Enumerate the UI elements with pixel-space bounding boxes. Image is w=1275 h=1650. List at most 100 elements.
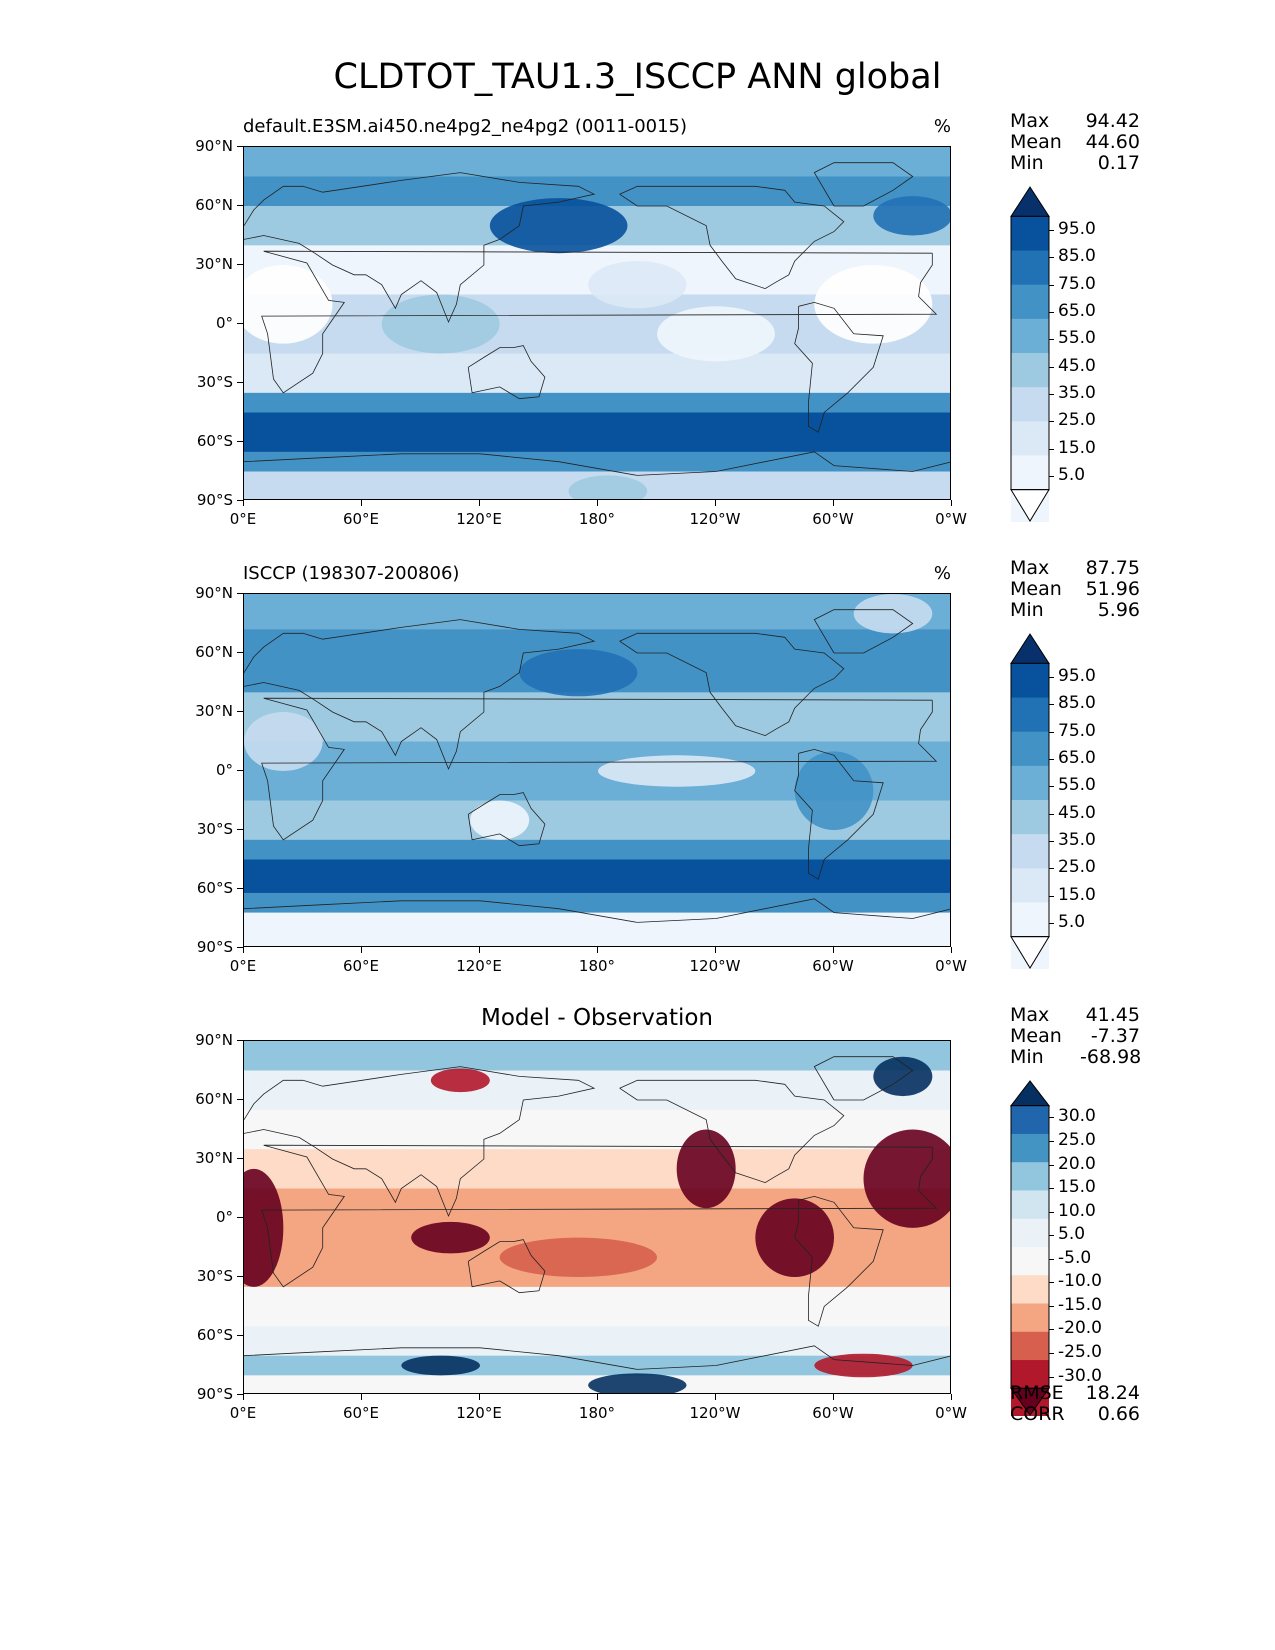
contour-blob xyxy=(489,198,628,254)
x-tick-mark xyxy=(243,500,244,506)
coastlines xyxy=(244,162,950,476)
stat-row: Min -68.98 xyxy=(1010,1046,1142,1068)
contour-band xyxy=(244,1326,950,1357)
x-tick-label: 120°E xyxy=(456,510,502,528)
y-tick-label: 60°N xyxy=(195,643,233,661)
colorbar-frame xyxy=(1010,662,1050,938)
y-tick-label: 90°S xyxy=(196,1385,233,1403)
colorbar-tick-mark xyxy=(1049,393,1054,395)
coastline xyxy=(619,185,845,290)
stat-label: Mean xyxy=(1010,578,1062,600)
colorbar-segment xyxy=(1011,318,1049,354)
contour-band xyxy=(244,1109,950,1150)
y-tick-mark xyxy=(237,1158,243,1159)
coastline xyxy=(244,451,950,476)
contour-blob xyxy=(470,800,530,840)
x-tick-mark xyxy=(951,1394,952,1400)
contour-blob xyxy=(863,1129,950,1228)
contour-band xyxy=(244,1041,950,1071)
x-tick-label: 60°W xyxy=(812,1404,854,1422)
colorbar-tick-mark xyxy=(1049,1376,1054,1378)
contour-band xyxy=(244,1070,950,1111)
x-tick-mark xyxy=(597,947,598,953)
contour-band xyxy=(244,594,950,630)
x-tick-label: 120°E xyxy=(456,957,502,975)
x-tick-mark xyxy=(833,500,834,506)
contour-map xyxy=(244,147,950,499)
contour-band xyxy=(244,839,950,860)
colorbar-tick-label: 25.0 xyxy=(1058,1130,1096,1151)
colorbar-extend-max xyxy=(1010,186,1050,217)
stat-row: Min 5.96 xyxy=(1010,599,1140,621)
colorbar-tick-mark xyxy=(1049,1329,1054,1331)
x-tick-mark xyxy=(951,500,952,506)
colorbar-segment xyxy=(1011,1190,1049,1220)
stat-row: Mean 51.96 xyxy=(1010,578,1140,600)
colorbar-tick-label: 35.0 xyxy=(1058,829,1096,850)
y-tick-label: 90°N xyxy=(195,584,233,602)
colorbar-segment xyxy=(1011,902,1049,938)
y-tick-mark xyxy=(237,146,243,147)
colorbar-tick-mark xyxy=(1049,840,1054,842)
y-tick-mark xyxy=(237,323,243,324)
contour-blob xyxy=(244,265,333,344)
x-tick-mark xyxy=(951,947,952,953)
contour-band xyxy=(244,176,950,207)
colorbar-tick-label: -25.0 xyxy=(1058,1341,1102,1362)
y-tick-label: 30°N xyxy=(195,255,233,273)
contour-blob xyxy=(588,261,687,309)
y-tick-label: 0° xyxy=(215,761,233,779)
colorbar-tick-label: 5.0 xyxy=(1058,911,1086,932)
coastline xyxy=(261,1144,938,1288)
colorbar-tick-mark xyxy=(1049,1141,1054,1143)
colorbar-extend-max xyxy=(1010,633,1050,664)
contour-blob xyxy=(873,196,950,236)
colorbar-segment xyxy=(1011,284,1049,320)
stat-label: Min xyxy=(1010,599,1044,621)
colorbar-tick-label: 5.0 xyxy=(1058,464,1086,485)
colorbar-tick-label: 95.0 xyxy=(1058,666,1096,687)
y-tick-mark xyxy=(237,500,243,501)
colorbar-tick-mark xyxy=(1049,1282,1054,1284)
stat-row: Max 87.75 xyxy=(1010,557,1140,579)
colorbar-tick-mark xyxy=(1049,1235,1054,1237)
colorbar-tick-label: 25.0 xyxy=(1058,410,1096,431)
y-tick-label: 90°N xyxy=(195,1031,233,1049)
y-tick-label: 30°N xyxy=(195,1149,233,1167)
y-tick-label: 30°N xyxy=(195,702,233,720)
panel-left-title: ISCCP (198307-200806) xyxy=(243,563,460,584)
stat-label: Mean xyxy=(1010,1025,1062,1047)
coastline xyxy=(619,1079,845,1184)
colorbar-tick-label: 15.0 xyxy=(1058,437,1096,458)
x-tick-mark xyxy=(597,500,598,506)
coastlines xyxy=(244,609,950,923)
coastline xyxy=(244,619,596,771)
contour-band xyxy=(244,451,950,472)
colorbar-tick-label: 75.0 xyxy=(1058,273,1096,294)
colorbar-tick-mark xyxy=(1049,1117,1054,1119)
stat-row: Min 0.17 xyxy=(1010,152,1140,174)
contour-band xyxy=(244,147,950,177)
map-panel xyxy=(243,146,951,500)
colorbar-tick-label: 35.0 xyxy=(1058,382,1096,403)
coastline xyxy=(244,1345,950,1370)
x-tick-label: 0°E xyxy=(229,510,257,528)
stat-value: -68.98 xyxy=(1080,1046,1142,1068)
colorbar-tick-label: 10.0 xyxy=(1058,1200,1096,1221)
stat-value: 51.96 xyxy=(1085,578,1140,600)
colorbar-segment xyxy=(1011,455,1049,491)
colorbar-tick-mark xyxy=(1049,922,1054,924)
footer-stat-label: CORR xyxy=(1010,1403,1065,1425)
contour-band xyxy=(244,1149,950,1189)
y-tick-label: 0° xyxy=(215,314,233,332)
y-tick-mark xyxy=(237,829,243,830)
x-tick-mark xyxy=(243,1394,244,1400)
colorbar-segment xyxy=(1011,216,1049,252)
contour-blob xyxy=(244,712,323,771)
y-tick-mark xyxy=(237,711,243,712)
y-tick-mark xyxy=(237,652,243,653)
colorbar-tick-mark xyxy=(1049,704,1054,706)
colorbar-segment xyxy=(1011,1133,1049,1163)
y-tick-label: 60°S xyxy=(196,432,233,450)
contour-band xyxy=(244,892,950,914)
